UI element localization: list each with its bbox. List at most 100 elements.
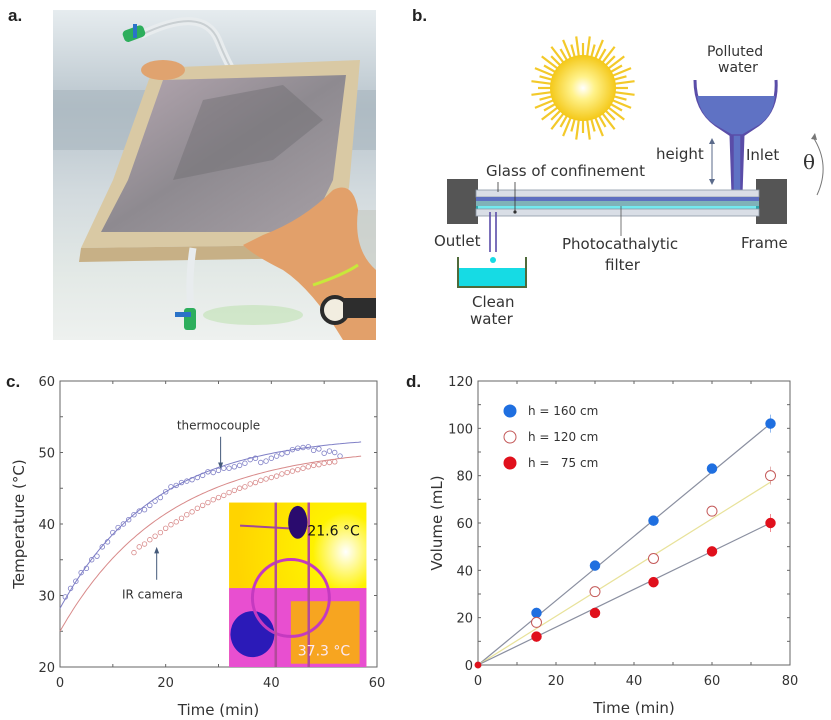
data-point [73,578,79,584]
label-height: height [656,145,704,163]
data-point [205,469,211,475]
data-point [125,517,132,523]
data-point [78,569,84,576]
data-point [141,506,148,513]
data-point [215,494,222,501]
thermal-hot [290,601,360,664]
x-tick-label: 20 [548,674,565,689]
clean-water-beaker [458,268,525,286]
y-tick-label: 40 [456,564,473,579]
data-point [295,466,301,473]
panel-a-label: a. [8,6,23,25]
data-point [332,459,338,465]
label-filter-2: filter [605,256,640,274]
y-tick-label: 100 [448,422,473,437]
data-point [210,496,216,503]
data-point [321,450,327,456]
data-point [706,505,718,517]
x-axis-label: Time (min) [592,699,674,717]
sun-ray [606,55,625,71]
data-point [706,546,718,557]
inset-label-cold: 21.6 °C [307,523,360,539]
data-point [136,544,142,550]
data-point [199,472,206,479]
x-tick-label: 60 [369,676,386,691]
data-point [194,505,201,511]
y-tick-label: 40 [38,518,55,533]
data-point [147,502,153,509]
data-point [289,468,296,474]
data-point [210,469,216,476]
label-theta: θ [803,150,816,174]
data-point [337,453,343,459]
data-point [242,484,248,490]
x-tick-label: 40 [626,674,643,689]
sun-ray [593,39,604,61]
fit-line [477,481,771,666]
photo-filter-panel [53,10,376,340]
x-tick-label: 0 [474,674,482,689]
data-point [589,560,601,571]
legend-marker [503,456,517,470]
data-point [131,512,137,518]
data-point [231,464,238,470]
data-point [284,449,290,456]
data-point [531,607,542,619]
data-point [184,512,190,518]
data-point [589,586,601,598]
data-point [141,541,148,547]
y-tick-label: 20 [38,661,55,676]
data-point [531,631,542,642]
data-point [162,489,169,495]
annotation-thermocouple: thermocouple [177,419,260,433]
frame-right [756,179,787,224]
data-point [310,462,317,469]
sun-icon [531,36,635,140]
data-point [205,499,211,506]
data-point [120,521,127,527]
data-point [648,515,659,526]
y-tick-label: 60 [456,517,473,532]
data-point [305,444,312,450]
y-tick-label: 30 [38,590,55,605]
sun-ray [610,98,632,109]
data-point [226,465,232,471]
sun-ray [600,111,616,130]
sun-ray [612,80,635,86]
data-point [83,565,90,572]
sun-ray [531,80,554,86]
data-point [284,469,290,476]
data-point [136,508,142,514]
data-point [765,418,776,429]
data-point [332,449,338,456]
arrowhead [154,546,160,554]
chart-volume: 0 20 40 60 80 0 20 40 60 80 100 120 Time (min) Volume… [428,375,798,717]
label-clean-water-1: Clean [472,293,515,311]
data-point [648,576,659,588]
thermal-inset-image: 21.6 °C 37.3 °C [229,502,367,667]
plot-frame [477,380,791,666]
data-point [258,477,264,484]
data-point [168,522,174,528]
data-point [765,517,776,529]
sun-ray [585,36,591,59]
data-point [236,462,243,469]
data-point [104,539,111,545]
sun-ray [585,117,591,140]
data-point [326,448,333,454]
sun-ray [562,115,573,137]
inset-label-hot: 37.3 °C [298,643,351,659]
y-tick-label: 80 [456,470,473,485]
data-point [226,489,232,496]
thermal-clamp [239,524,298,530]
legend-label: h = 160 cm [528,404,598,418]
data-point [316,446,322,452]
data-point [268,455,275,461]
data-point [221,492,227,499]
data-point [242,460,248,466]
data-point [147,537,153,543]
sun-ray [600,46,616,65]
data-point [263,476,269,482]
label-frame: Frame [741,234,788,252]
